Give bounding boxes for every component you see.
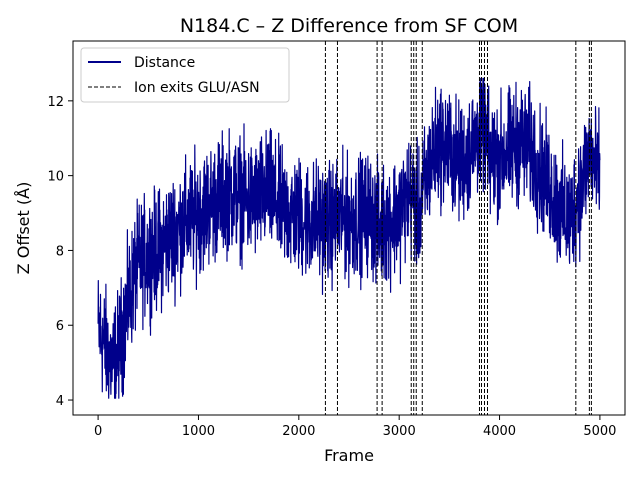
axes-frame <box>72 40 626 416</box>
series-distance-line <box>97 77 601 399</box>
x-tick-label-5000: 5000 <box>583 424 616 439</box>
y-tick-label-10: 10 <box>47 170 64 185</box>
legend-box <box>80 47 290 103</box>
x-tick-label-1000: 1000 <box>182 424 215 439</box>
x-ticks: 0 1000 2000 3000 4000 5000 <box>94 415 616 439</box>
legend-vline-label: Ion exits GLU/ASN <box>134 80 260 96</box>
x-tick-label-0: 0 <box>94 424 102 439</box>
legend-distance-label: Distance <box>134 55 195 71</box>
y-tick-label-6: 6 <box>56 319 64 334</box>
x-tick-label-3000: 3000 <box>383 424 416 439</box>
x-axis-label: Frame <box>324 446 374 465</box>
y-ticks: 4 6 8 10 12 <box>47 95 73 409</box>
x-tick-label-4000: 4000 <box>483 424 516 439</box>
y-tick-label-12: 12 <box>47 95 64 110</box>
y-tick-label-8: 8 <box>56 244 64 259</box>
legend: Distance Ion exits GLU/ASN <box>80 47 290 103</box>
y-tick-label-4: 4 <box>56 394 64 409</box>
vlines-group <box>324 41 592 415</box>
plot-area <box>97 77 601 399</box>
chart-title: N184.C – Z Difference from SF COM <box>180 15 518 37</box>
y-axis-label: Z Offset (Å) <box>14 182 33 275</box>
x-tick-label-2000: 2000 <box>282 424 315 439</box>
